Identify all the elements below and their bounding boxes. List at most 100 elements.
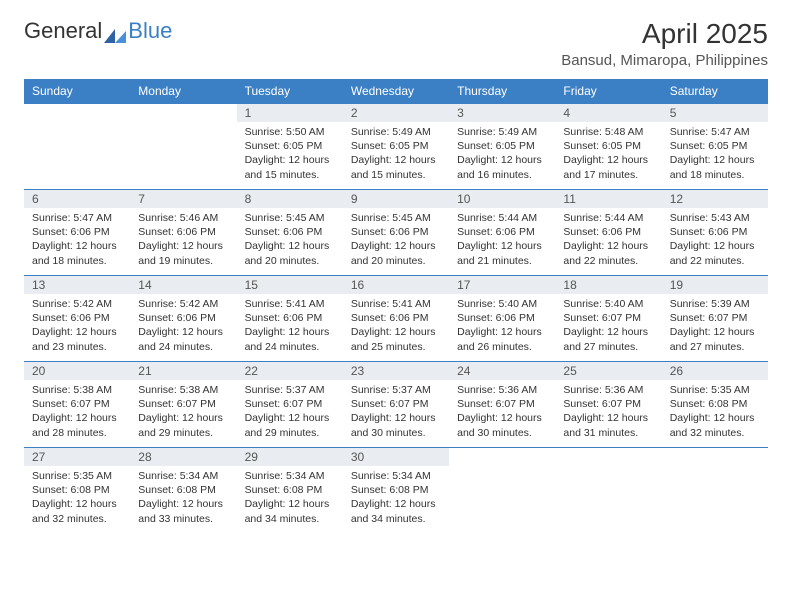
calendar-day-cell: 3Sunrise: 5:49 AMSunset: 6:05 PMDaylight…: [449, 104, 555, 190]
day-data: Sunrise: 5:36 AMSunset: 6:07 PMDaylight:…: [555, 380, 661, 446]
calendar-day-cell: 19Sunrise: 5:39 AMSunset: 6:07 PMDayligh…: [662, 276, 768, 362]
daylight-text: Daylight: 12 hours and 24 minutes.: [138, 325, 228, 353]
calendar-day-cell: 9Sunrise: 5:45 AMSunset: 6:06 PMDaylight…: [343, 190, 449, 276]
day-number: [24, 104, 130, 108]
day-number: 5: [662, 104, 768, 122]
day-header: Thursday: [449, 79, 555, 104]
sunrise-text: Sunrise: 5:47 AM: [32, 211, 122, 225]
day-data: Sunrise: 5:47 AMSunset: 6:06 PMDaylight:…: [24, 208, 130, 274]
day-data: Sunrise: 5:39 AMSunset: 6:07 PMDaylight:…: [662, 294, 768, 360]
daylight-text: Daylight: 12 hours and 33 minutes.: [138, 497, 228, 525]
day-number: 19: [662, 276, 768, 294]
sunrise-text: Sunrise: 5:40 AM: [563, 297, 653, 311]
calendar-day-cell: 8Sunrise: 5:45 AMSunset: 6:06 PMDaylight…: [237, 190, 343, 276]
day-header: Friday: [555, 79, 661, 104]
day-number: 9: [343, 190, 449, 208]
sunrise-text: Sunrise: 5:39 AM: [670, 297, 760, 311]
sunrise-text: Sunrise: 5:45 AM: [245, 211, 335, 225]
day-data: Sunrise: 5:49 AMSunset: 6:05 PMDaylight:…: [343, 122, 449, 188]
calendar-day-cell: 28Sunrise: 5:34 AMSunset: 6:08 PMDayligh…: [130, 448, 236, 534]
day-data: Sunrise: 5:50 AMSunset: 6:05 PMDaylight:…: [237, 122, 343, 188]
daylight-text: Daylight: 12 hours and 25 minutes.: [351, 325, 441, 353]
sunrise-text: Sunrise: 5:38 AM: [32, 383, 122, 397]
location: Bansud, Mimaropa, Philippines: [561, 52, 768, 69]
daylight-text: Daylight: 12 hours and 30 minutes.: [351, 411, 441, 439]
day-number: 3: [449, 104, 555, 122]
calendar-day-cell: 1Sunrise: 5:50 AMSunset: 6:05 PMDaylight…: [237, 104, 343, 190]
daylight-text: Daylight: 12 hours and 32 minutes.: [32, 497, 122, 525]
calendar-day-cell: 30Sunrise: 5:34 AMSunset: 6:08 PMDayligh…: [343, 448, 449, 534]
day-number: 12: [662, 190, 768, 208]
daylight-text: Daylight: 12 hours and 17 minutes.: [563, 153, 653, 181]
sunset-text: Sunset: 6:08 PM: [670, 397, 760, 411]
calendar-week-row: 27Sunrise: 5:35 AMSunset: 6:08 PMDayligh…: [24, 448, 768, 534]
day-number: 6: [24, 190, 130, 208]
sunrise-text: Sunrise: 5:50 AM: [245, 125, 335, 139]
day-data: Sunrise: 5:34 AMSunset: 6:08 PMDaylight:…: [130, 466, 236, 532]
sunset-text: Sunset: 6:07 PM: [563, 397, 653, 411]
calendar-week-row: 20Sunrise: 5:38 AMSunset: 6:07 PMDayligh…: [24, 362, 768, 448]
sunset-text: Sunset: 6:07 PM: [138, 397, 228, 411]
day-number: 11: [555, 190, 661, 208]
day-number: 30: [343, 448, 449, 466]
day-number: 16: [343, 276, 449, 294]
day-header: Tuesday: [237, 79, 343, 104]
day-number: [662, 448, 768, 452]
daylight-text: Daylight: 12 hours and 18 minutes.: [32, 239, 122, 267]
calendar-day-cell: 27Sunrise: 5:35 AMSunset: 6:08 PMDayligh…: [24, 448, 130, 534]
logo-text-general: General: [24, 18, 102, 44]
sunset-text: Sunset: 6:07 PM: [351, 397, 441, 411]
day-data: Sunrise: 5:41 AMSunset: 6:06 PMDaylight:…: [343, 294, 449, 360]
sunset-text: Sunset: 6:08 PM: [351, 483, 441, 497]
sunset-text: Sunset: 6:05 PM: [563, 139, 653, 153]
daylight-text: Daylight: 12 hours and 23 minutes.: [32, 325, 122, 353]
calendar-day-cell: 11Sunrise: 5:44 AMSunset: 6:06 PMDayligh…: [555, 190, 661, 276]
day-data: Sunrise: 5:36 AMSunset: 6:07 PMDaylight:…: [449, 380, 555, 446]
sunset-text: Sunset: 6:06 PM: [351, 311, 441, 325]
calendar-day-cell: 7Sunrise: 5:46 AMSunset: 6:06 PMDaylight…: [130, 190, 236, 276]
day-number: 29: [237, 448, 343, 466]
day-number: 18: [555, 276, 661, 294]
sunset-text: Sunset: 6:06 PM: [32, 311, 122, 325]
day-data: Sunrise: 5:35 AMSunset: 6:08 PMDaylight:…: [24, 466, 130, 532]
sunrise-text: Sunrise: 5:49 AM: [457, 125, 547, 139]
sunrise-text: Sunrise: 5:35 AM: [670, 383, 760, 397]
sunrise-text: Sunrise: 5:41 AM: [245, 297, 335, 311]
day-number: 7: [130, 190, 236, 208]
sunset-text: Sunset: 6:05 PM: [245, 139, 335, 153]
sunrise-text: Sunrise: 5:36 AM: [457, 383, 547, 397]
calendar-week-row: 6Sunrise: 5:47 AMSunset: 6:06 PMDaylight…: [24, 190, 768, 276]
sunrise-text: Sunrise: 5:46 AM: [138, 211, 228, 225]
day-header: Monday: [130, 79, 236, 104]
sunrise-text: Sunrise: 5:48 AM: [563, 125, 653, 139]
sunset-text: Sunset: 6:08 PM: [245, 483, 335, 497]
calendar-day-cell: [130, 104, 236, 190]
sunset-text: Sunset: 6:07 PM: [563, 311, 653, 325]
day-number: [449, 448, 555, 452]
sunset-text: Sunset: 6:05 PM: [670, 139, 760, 153]
day-number: 17: [449, 276, 555, 294]
day-header-row: Sunday Monday Tuesday Wednesday Thursday…: [24, 79, 768, 104]
sunrise-text: Sunrise: 5:45 AM: [351, 211, 441, 225]
calendar-day-cell: [555, 448, 661, 534]
day-number: 23: [343, 362, 449, 380]
daylight-text: Daylight: 12 hours and 20 minutes.: [245, 239, 335, 267]
sunrise-text: Sunrise: 5:42 AM: [32, 297, 122, 311]
calendar-day-cell: 29Sunrise: 5:34 AMSunset: 6:08 PMDayligh…: [237, 448, 343, 534]
day-number: 24: [449, 362, 555, 380]
logo: General Blue: [24, 18, 172, 44]
day-number: 26: [662, 362, 768, 380]
sunrise-text: Sunrise: 5:37 AM: [245, 383, 335, 397]
sunset-text: Sunset: 6:05 PM: [457, 139, 547, 153]
daylight-text: Daylight: 12 hours and 28 minutes.: [32, 411, 122, 439]
calendar-body: 1Sunrise: 5:50 AMSunset: 6:05 PMDaylight…: [24, 104, 768, 534]
sunset-text: Sunset: 6:05 PM: [351, 139, 441, 153]
day-data: Sunrise: 5:37 AMSunset: 6:07 PMDaylight:…: [237, 380, 343, 446]
day-number: 20: [24, 362, 130, 380]
day-number: 4: [555, 104, 661, 122]
daylight-text: Daylight: 12 hours and 15 minutes.: [245, 153, 335, 181]
sunset-text: Sunset: 6:06 PM: [351, 225, 441, 239]
calendar-table: Sunday Monday Tuesday Wednesday Thursday…: [24, 79, 768, 534]
sunrise-text: Sunrise: 5:36 AM: [563, 383, 653, 397]
calendar-day-cell: 5Sunrise: 5:47 AMSunset: 6:05 PMDaylight…: [662, 104, 768, 190]
